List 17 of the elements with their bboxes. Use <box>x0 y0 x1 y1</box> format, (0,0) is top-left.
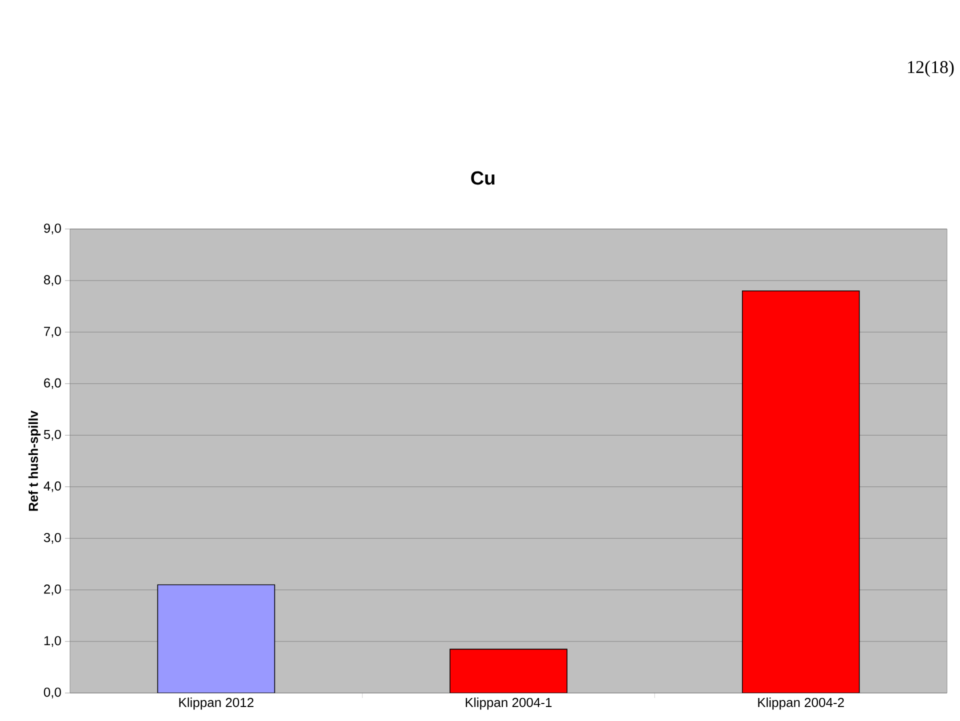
y-tick-label: 0,0 <box>44 688 61 698</box>
y-tick-label: 8,0 <box>44 275 61 286</box>
x-tick-label: Klippan 2004-1 <box>466 698 552 710</box>
y-tick-label: 2,0 <box>44 584 61 596</box>
y-axis-title: Ref t hush-spillv <box>28 410 41 511</box>
x-tick-label: Klippan 2004-2 <box>758 698 844 710</box>
y-tick-label: 9,0 <box>44 224 61 234</box>
y-tick-label: 7,0 <box>44 326 61 338</box>
y-tick-label: 1,0 <box>44 636 61 647</box>
y-tick-label: 5,0 <box>44 430 61 441</box>
bar <box>742 290 860 693</box>
x-tick-label: Klippan 2012 <box>179 698 254 710</box>
chart-title: Cu <box>471 171 494 185</box>
text: 12(18) <box>908 60 954 77</box>
y-tick-label: 6,0 <box>44 378 61 390</box>
y-tick-label: 3,0 <box>44 532 61 544</box>
y-tick-label: 4,0 <box>44 481 61 492</box>
